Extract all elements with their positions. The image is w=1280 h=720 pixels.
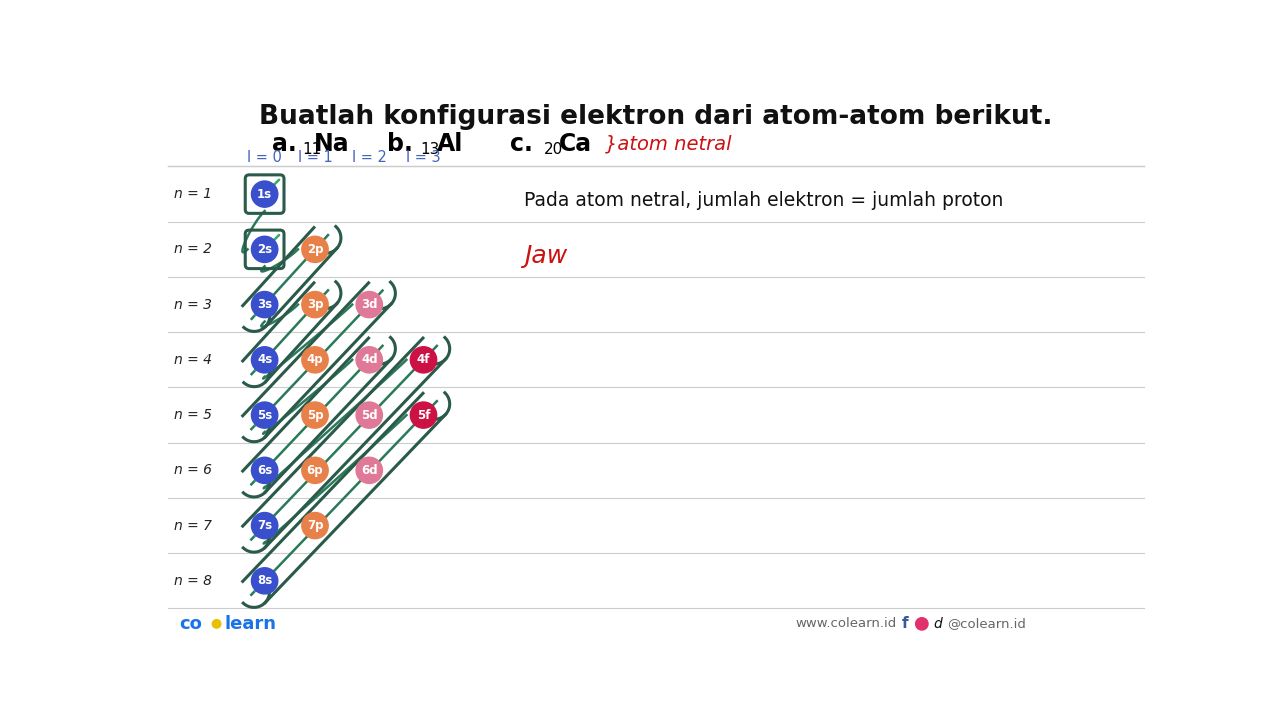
Text: 20: 20 — [544, 142, 563, 157]
Text: n = 8: n = 8 — [174, 574, 211, 588]
Text: 11: 11 — [302, 142, 321, 157]
Text: 5s: 5s — [257, 408, 273, 422]
Text: n = 7: n = 7 — [174, 518, 211, 533]
Circle shape — [251, 457, 278, 483]
Text: 13: 13 — [420, 142, 439, 157]
Text: Al: Al — [436, 132, 463, 156]
Text: co: co — [179, 615, 202, 633]
Circle shape — [251, 568, 278, 594]
Circle shape — [251, 402, 278, 428]
Text: n = 6: n = 6 — [174, 464, 211, 477]
Text: Ca: Ca — [559, 132, 591, 156]
Text: 2p: 2p — [307, 243, 324, 256]
Text: 1s: 1s — [257, 188, 273, 201]
Text: Buatlah konfigurasi elektron dari atom-atom berikut.: Buatlah konfigurasi elektron dari atom-a… — [260, 104, 1052, 130]
Text: n = 2: n = 2 — [174, 243, 211, 256]
Circle shape — [251, 292, 278, 318]
Circle shape — [356, 457, 383, 483]
Text: b.: b. — [388, 132, 413, 156]
Text: 2s: 2s — [257, 243, 273, 256]
Text: l = 2: l = 2 — [352, 150, 387, 165]
Circle shape — [302, 513, 328, 539]
Text: n = 4: n = 4 — [174, 353, 211, 367]
Text: 5p: 5p — [307, 408, 324, 422]
Circle shape — [251, 236, 278, 263]
Circle shape — [356, 292, 383, 318]
Text: 4f: 4f — [417, 354, 430, 366]
Text: 5d: 5d — [361, 408, 378, 422]
Text: n = 5: n = 5 — [174, 408, 211, 422]
Text: }atom netral: }atom netral — [605, 135, 731, 153]
Text: 3s: 3s — [257, 298, 273, 311]
Circle shape — [251, 347, 278, 373]
Text: 3p: 3p — [307, 298, 324, 311]
Text: l = 0: l = 0 — [247, 150, 282, 165]
Text: 6s: 6s — [257, 464, 273, 477]
Circle shape — [356, 347, 383, 373]
Text: n = 1: n = 1 — [174, 187, 211, 201]
Circle shape — [302, 292, 328, 318]
Text: 4s: 4s — [257, 354, 273, 366]
Text: Jaw: Jaw — [525, 244, 567, 268]
Circle shape — [302, 347, 328, 373]
Text: n = 3: n = 3 — [174, 297, 211, 312]
Circle shape — [411, 347, 436, 373]
Circle shape — [356, 402, 383, 428]
Circle shape — [251, 181, 278, 207]
Text: 6d: 6d — [361, 464, 378, 477]
Text: Pada atom netral, jumlah elektron = jumlah proton: Pada atom netral, jumlah elektron = juml… — [525, 191, 1004, 210]
Text: 5f: 5f — [417, 408, 430, 422]
Text: f: f — [902, 616, 909, 631]
Text: Na: Na — [314, 132, 349, 156]
Text: O: O — [918, 619, 925, 629]
Text: 7s: 7s — [257, 519, 273, 532]
Circle shape — [302, 402, 328, 428]
Circle shape — [251, 513, 278, 539]
Text: l = 1: l = 1 — [298, 150, 333, 165]
Text: @colearn.id: @colearn.id — [947, 617, 1027, 631]
Text: 8s: 8s — [257, 575, 273, 588]
Circle shape — [915, 618, 928, 630]
Text: 4p: 4p — [307, 354, 324, 366]
Circle shape — [302, 457, 328, 483]
Text: www.colearn.id: www.colearn.id — [795, 617, 897, 631]
Text: 4d: 4d — [361, 354, 378, 366]
Text: c.: c. — [509, 132, 532, 156]
Circle shape — [212, 620, 221, 628]
Text: a.: a. — [271, 132, 297, 156]
Text: learn: learn — [224, 615, 276, 633]
Text: d: d — [933, 617, 942, 631]
Circle shape — [302, 236, 328, 263]
Circle shape — [411, 402, 436, 428]
Text: 6p: 6p — [307, 464, 324, 477]
Text: 7p: 7p — [307, 519, 324, 532]
Text: 3d: 3d — [361, 298, 378, 311]
Text: l = 3: l = 3 — [406, 150, 440, 165]
